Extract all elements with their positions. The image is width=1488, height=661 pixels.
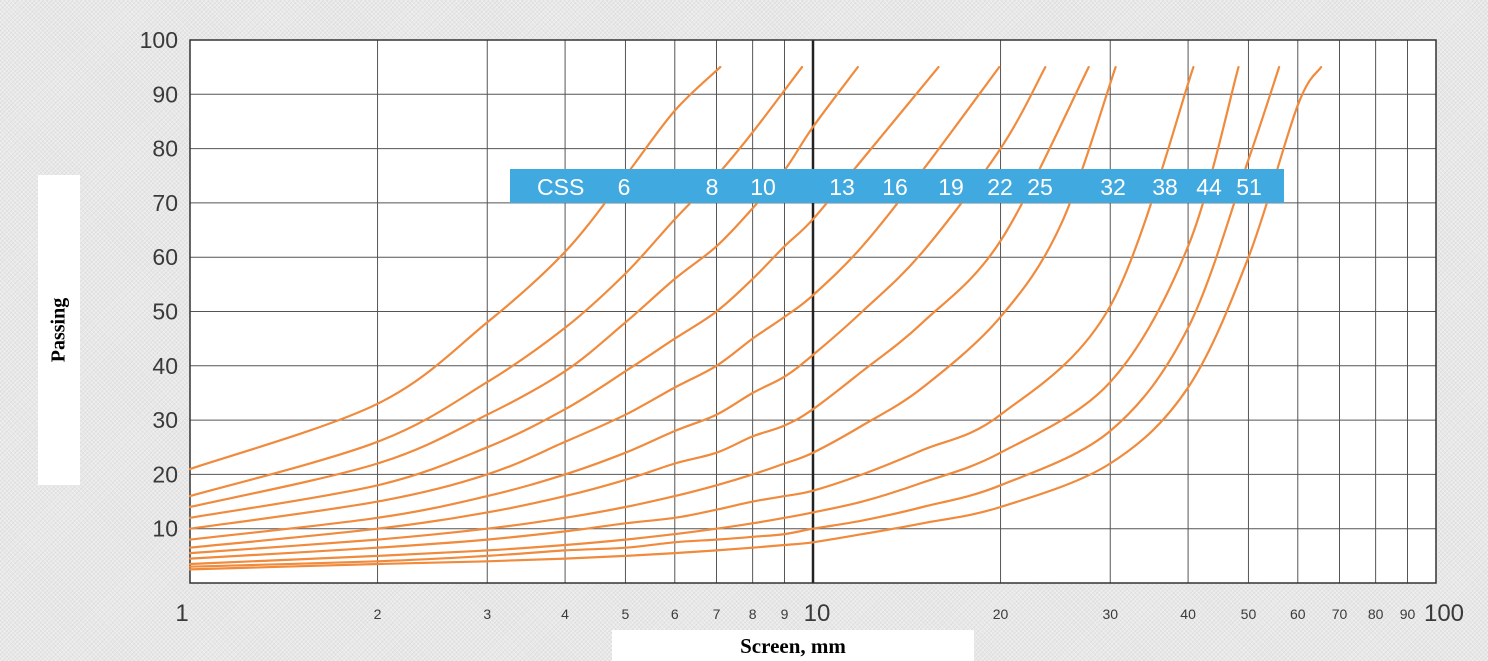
- x-tick-label: 10: [804, 600, 831, 627]
- css-banner-label: CSS: [537, 174, 584, 200]
- x-tick-label: 60: [1290, 606, 1306, 622]
- css-banner-value: 38: [1152, 174, 1178, 200]
- css-banner-value: 13: [829, 174, 855, 200]
- x-axis-title: Screen, mm: [740, 634, 846, 658]
- css-banner-value: 51: [1236, 174, 1262, 200]
- css-banner-value: 19: [938, 174, 964, 200]
- x-tick-label: 8: [749, 606, 757, 622]
- plot-frame: [189, 39, 1437, 584]
- y-tick-label: 20: [152, 461, 178, 487]
- y-tick-label: 70: [152, 190, 178, 216]
- series-line-css-8: [188, 66, 804, 498]
- css-banner-value: 32: [1100, 174, 1126, 200]
- series-line-css-16: [188, 66, 1001, 530]
- series-line-css-32: [188, 66, 1195, 560]
- y-tick-label: 40: [152, 353, 178, 379]
- x-tick-label: 2: [374, 606, 382, 622]
- series-line-css-13: [188, 66, 940, 519]
- y-tick-label: 60: [152, 244, 178, 270]
- x-tick-label: 5: [622, 606, 630, 622]
- x-tick-label: 70: [1332, 606, 1348, 622]
- y-tick-label: 10: [152, 516, 178, 542]
- y-tick-label: 50: [152, 299, 178, 325]
- y-axis-label-background: [38, 175, 80, 485]
- x-tick-label: 7: [713, 606, 721, 622]
- series-line-css-6: [188, 66, 722, 471]
- x-tick-label: 4: [561, 606, 569, 622]
- series-line-css-51: [188, 66, 1323, 571]
- css-banner-value: 22: [987, 174, 1013, 200]
- series-line-css-38: [188, 66, 1240, 566]
- css-banner: [510, 169, 1284, 203]
- series-line-css-44: [188, 66, 1281, 568]
- series-line-css-19: [188, 66, 1047, 541]
- y-tick-label: 30: [152, 407, 178, 433]
- x-tick-label: 9: [781, 606, 789, 622]
- x-tick-label: 20: [993, 606, 1009, 622]
- css-banner-value: 16: [882, 174, 908, 200]
- series-line-css-22: [188, 66, 1090, 549]
- x-tick-label: 1: [175, 600, 188, 627]
- css-banner-value: 8: [706, 174, 719, 200]
- x-tick-label: 100: [1424, 600, 1464, 627]
- x-axis-label-background: Screen, mm: [612, 630, 974, 661]
- css-banner-value: 44: [1196, 174, 1222, 200]
- css-banner-value: 6: [618, 174, 631, 200]
- y-tick-label: 90: [152, 81, 178, 107]
- series-line-css-10: [188, 66, 859, 509]
- x-tick-label: 40: [1180, 606, 1196, 622]
- css-banner-value: 25: [1027, 174, 1053, 200]
- y-tick-label: 100: [140, 27, 178, 53]
- x-tick-label: 80: [1368, 606, 1384, 622]
- x-tick-label: 90: [1400, 606, 1416, 622]
- x-tick-label: 3: [483, 606, 491, 622]
- series-line-css-25: [188, 66, 1117, 555]
- x-tick-label: 30: [1102, 606, 1118, 622]
- x-tick-label: 50: [1241, 606, 1257, 622]
- x-tick-label: 6: [671, 606, 679, 622]
- y-tick-label: 80: [152, 136, 178, 162]
- css-banner-value: 10: [750, 174, 776, 200]
